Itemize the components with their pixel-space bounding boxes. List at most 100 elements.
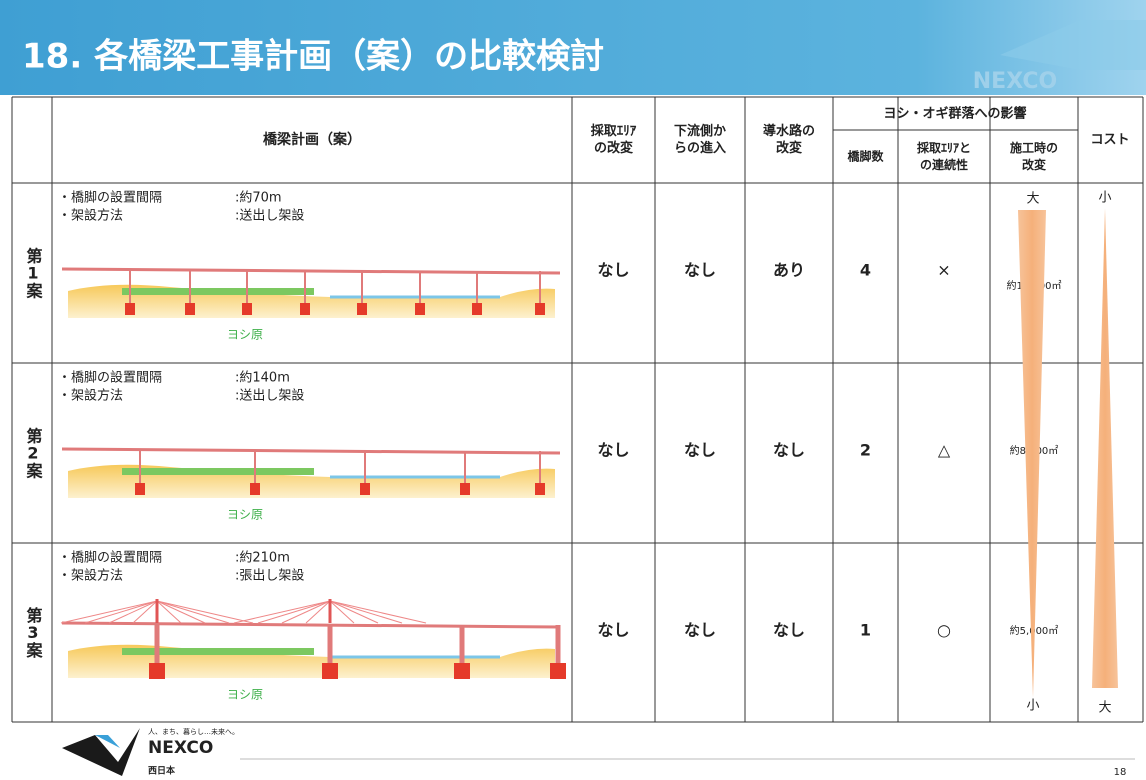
spec-label: ・橋脚の設置間隔	[58, 370, 162, 386]
cell: 4	[860, 261, 871, 280]
spec-value: :約70m	[235, 191, 282, 206]
group-header: ヨシ・オギ群落への影響	[883, 106, 1026, 122]
column-header: 採取ｴﾘｱ	[591, 123, 637, 139]
footing	[125, 303, 135, 315]
column-header: の連続性	[920, 157, 968, 172]
title-bar	[0, 0, 1146, 95]
footing	[242, 303, 252, 315]
logo-shape	[1000, 20, 1146, 70]
footer-logo-mark	[62, 728, 140, 776]
reed-bed	[122, 288, 314, 295]
column-header: コスト	[1090, 133, 1129, 148]
column-header: らの進入	[674, 140, 726, 156]
cell: 1	[860, 621, 871, 640]
row-label: 第2案	[24, 427, 44, 480]
cable	[329, 600, 379, 624]
footing	[460, 483, 470, 495]
cell: なし	[684, 621, 716, 640]
cable	[132, 600, 158, 624]
cell: なし	[684, 261, 716, 280]
spec-label: ・架設方法	[58, 208, 123, 224]
deck	[61, 447, 561, 455]
spec-label: ・架設方法	[58, 568, 123, 584]
column-header: 改変	[1022, 157, 1047, 172]
cable	[305, 600, 331, 624]
column-header: 橋脚数	[847, 149, 884, 164]
reed-bed	[122, 468, 314, 475]
cable	[329, 600, 427, 624]
cell: なし	[773, 441, 805, 460]
reed-bed	[122, 648, 314, 655]
column-header: の改変	[594, 140, 633, 156]
impact-wedge	[1018, 210, 1046, 698]
cable	[233, 600, 331, 624]
footing	[550, 663, 566, 679]
cost-bottom: 大	[1098, 701, 1111, 716]
cable	[108, 600, 158, 624]
bridge-diagrams	[60, 267, 566, 679]
title: 18. 各橋梁工事計画（案）の比較検討	[22, 37, 604, 77]
cost-wedge	[1092, 208, 1118, 688]
cell: なし	[597, 621, 629, 640]
column-header: 橋梁計画（案）	[263, 131, 361, 148]
footing	[135, 483, 145, 495]
cable	[156, 600, 254, 624]
impact-bottom: 小	[1026, 699, 1039, 714]
spec-value: :送出し架設	[235, 208, 304, 224]
spec-label: ・橋脚の設置間隔	[58, 190, 162, 206]
spec-label: ・橋脚の設置間隔	[58, 550, 162, 566]
row-label: 第3案	[24, 606, 44, 659]
footing	[322, 663, 338, 679]
footing	[185, 303, 195, 315]
footing	[360, 483, 370, 495]
footing	[300, 303, 310, 315]
header-logo: NEXCO	[973, 69, 1057, 94]
cable	[156, 600, 182, 624]
footing	[357, 303, 367, 315]
reed-label: ヨシ原	[227, 328, 263, 342]
cell: ×	[937, 261, 950, 280]
cell: なし	[597, 261, 629, 280]
footing	[535, 483, 545, 495]
spec-label: ・架設方法	[58, 388, 123, 404]
footer-logo-accent	[95, 735, 120, 748]
cable	[156, 600, 206, 624]
cell: なし	[684, 441, 716, 460]
cell: 2	[860, 441, 871, 460]
cable	[156, 600, 230, 624]
footer-region: 西日本	[148, 765, 176, 777]
reed-label: ヨシ原	[227, 688, 263, 702]
footer-logo: NEXCO	[148, 738, 213, 758]
cable	[329, 600, 403, 624]
footing	[454, 663, 470, 679]
cell: ○	[937, 621, 951, 640]
footing	[149, 663, 165, 679]
cell: あり	[773, 261, 805, 280]
cell: なし	[773, 621, 805, 640]
deck	[61, 621, 561, 629]
impact-top: 大	[1026, 192, 1039, 207]
column-header: 採取ｴﾘｱと	[917, 140, 971, 155]
cable	[257, 600, 331, 624]
row-label: 第1案	[24, 247, 44, 300]
column-header: 施工時の	[1010, 140, 1058, 155]
cell: なし	[597, 441, 629, 460]
reed-label: ヨシ原	[227, 508, 263, 522]
deck	[61, 267, 561, 275]
spec-value: :張出し架設	[235, 568, 304, 584]
column-header: 改変	[776, 140, 802, 156]
spec-value: :約210m	[235, 551, 290, 566]
cable	[281, 600, 331, 624]
footing	[415, 303, 425, 315]
footer-tagline: 人、まち、暮らし…未来へ。	[148, 727, 239, 736]
footing	[472, 303, 482, 315]
cell: △	[938, 441, 951, 460]
footing	[250, 483, 260, 495]
cost-top: 小	[1098, 191, 1111, 206]
column-header: 導水路の	[763, 123, 815, 139]
cable	[60, 600, 158, 624]
cable	[84, 600, 158, 624]
column-header: 下流側か	[674, 123, 726, 139]
